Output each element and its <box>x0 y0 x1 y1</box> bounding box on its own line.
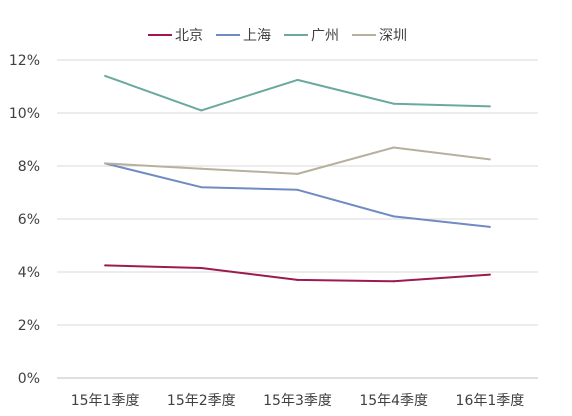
data-point <box>296 172 299 175</box>
legend-label: 广州 <box>311 28 339 44</box>
y-tick-label: 12% <box>9 53 40 69</box>
y-tick-label: 10% <box>9 106 40 122</box>
series-lines <box>104 74 491 283</box>
data-point <box>200 167 203 170</box>
data-point <box>296 188 299 191</box>
y-axis-labels: 0% 2% 4% 6% 8% 10% 12% <box>9 53 40 387</box>
x-tick-label: 15年4季度 <box>359 393 428 409</box>
legend-label: 北京 <box>175 28 203 44</box>
y-tick-label: 2% <box>18 318 40 334</box>
y-tick-label: 4% <box>18 265 40 281</box>
data-point <box>488 158 491 161</box>
data-point <box>296 278 299 281</box>
data-point <box>488 273 491 276</box>
series-line-2 <box>104 74 490 112</box>
x-tick-label: 15年2季度 <box>167 393 236 409</box>
data-point <box>392 280 395 283</box>
data-point <box>488 225 491 228</box>
y-tick-label: 6% <box>18 212 40 228</box>
data-point <box>200 109 203 112</box>
y-tick-label: 8% <box>18 159 40 175</box>
x-axis-labels: 15年1季度 15年2季度 15年3季度 15年4季度 16年1季度 <box>71 393 525 409</box>
data-point <box>488 105 491 108</box>
series-line-0 <box>105 264 490 283</box>
x-tick-label: 15年3季度 <box>263 393 332 409</box>
gridlines <box>57 59 538 326</box>
series-line-3 <box>105 146 491 175</box>
data-point <box>200 186 203 189</box>
y-tick-label: 0% <box>18 371 40 387</box>
legend-label: 上海 <box>243 28 271 44</box>
data-point <box>104 264 107 267</box>
legend: 北京 上海 广州 深圳 <box>148 28 407 44</box>
x-tick-label: 16年1季度 <box>456 393 525 409</box>
data-point <box>104 74 107 77</box>
data-point <box>392 215 395 218</box>
data-point <box>392 146 395 149</box>
legend-label: 深圳 <box>379 28 407 44</box>
data-point <box>392 102 395 105</box>
data-point <box>200 267 203 270</box>
x-tick-label: 15年1季度 <box>71 393 140 409</box>
data-point <box>104 162 107 165</box>
data-point <box>296 78 299 81</box>
